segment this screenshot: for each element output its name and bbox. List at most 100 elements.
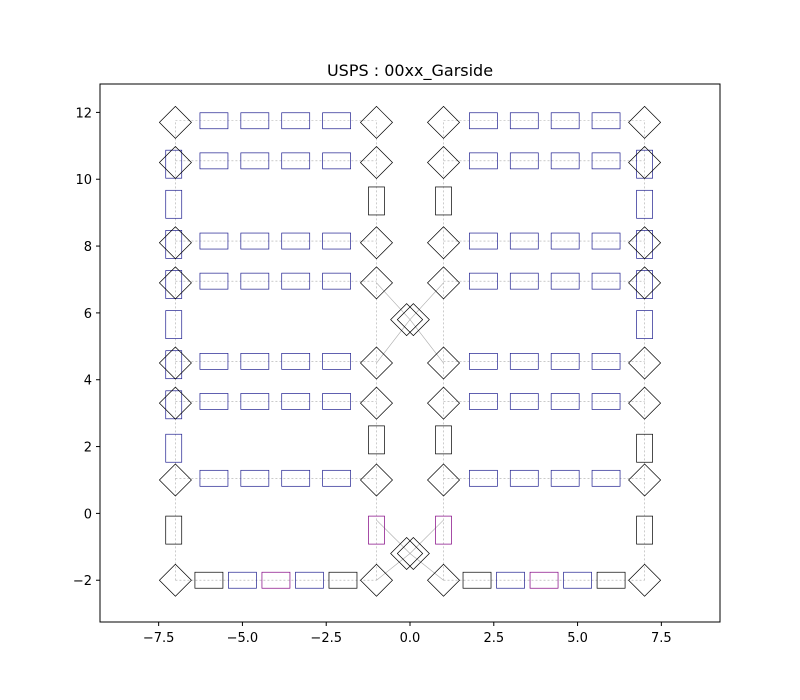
y-tick-label: 10 bbox=[75, 173, 92, 188]
diamond-mark bbox=[359, 226, 393, 260]
horizontal-rect-mark bbox=[240, 152, 270, 170]
horizontal-rect-mark bbox=[281, 469, 311, 487]
horizontal-rect-mark bbox=[281, 152, 311, 170]
horizontal-rect-mark bbox=[563, 571, 592, 589]
y-tick-label: 6 bbox=[84, 307, 92, 322]
horizontal-rect-mark bbox=[509, 469, 539, 487]
horizontal-rect-mark bbox=[550, 353, 580, 370]
horizontal-rect-mark bbox=[469, 469, 498, 487]
horizontal-rect-mark bbox=[295, 571, 324, 589]
vertical-rect-mark bbox=[165, 149, 183, 179]
edge-diagonal bbox=[376, 282, 411, 320]
horizontal-rect-mark bbox=[469, 152, 498, 170]
diamond-mark bbox=[427, 463, 461, 497]
edge-diagonal bbox=[376, 553, 411, 581]
diamond-mark bbox=[390, 537, 424, 570]
horizontal-rect-mark bbox=[322, 393, 351, 410]
horizontal-rect-mark bbox=[591, 353, 621, 370]
diamond-mark bbox=[628, 105, 662, 139]
vertical-rect-mark bbox=[435, 425, 452, 455]
horizontal-rect-mark bbox=[322, 112, 351, 130]
diamond-mark bbox=[158, 266, 192, 300]
diamond-mark bbox=[359, 386, 393, 420]
y-tick-label: 2 bbox=[84, 441, 92, 456]
horizontal-rect-mark bbox=[509, 112, 539, 130]
horizontal-rect-mark bbox=[281, 353, 311, 370]
horizontal-rect-mark bbox=[509, 272, 539, 290]
y-tick-label: 12 bbox=[75, 106, 92, 121]
vertical-rect-mark bbox=[165, 433, 183, 463]
x-tick-label: 2.5 bbox=[483, 631, 504, 646]
edge-diagonal bbox=[409, 282, 444, 320]
vertical-rect-mark bbox=[165, 230, 183, 259]
x-tick-label: −5.0 bbox=[227, 631, 259, 646]
diamond-mark bbox=[396, 537, 430, 570]
horizontal-rect-mark bbox=[509, 232, 539, 250]
vertical-rect-mark bbox=[435, 186, 452, 216]
horizontal-rect-mark bbox=[550, 469, 580, 487]
horizontal-rect-mark bbox=[469, 393, 498, 410]
y-tick-label: 0 bbox=[84, 507, 92, 522]
vertical-rect-mark bbox=[165, 189, 183, 219]
x-tick-label: 7.5 bbox=[651, 631, 672, 646]
horizontal-rect-mark bbox=[591, 469, 621, 487]
x-tick-label: 5.0 bbox=[567, 631, 588, 646]
horizontal-rect-mark bbox=[596, 571, 626, 589]
horizontal-rect-mark bbox=[199, 272, 229, 290]
horizontal-rect-mark bbox=[199, 393, 229, 410]
horizontal-rect-mark bbox=[550, 112, 580, 130]
horizontal-rect-mark bbox=[550, 393, 580, 410]
vertical-rect-mark bbox=[435, 515, 452, 545]
vertical-rect-mark bbox=[368, 425, 385, 455]
vertical-rect-mark bbox=[165, 270, 183, 299]
horizontal-rect-mark bbox=[240, 393, 270, 410]
edge-diagonal bbox=[409, 519, 444, 554]
diamond-mark bbox=[628, 386, 662, 420]
horizontal-rect-mark bbox=[509, 353, 539, 370]
chart-title: USPS : 00xx_Garside bbox=[327, 61, 493, 81]
horizontal-rect-mark bbox=[469, 272, 498, 290]
diamond-mark bbox=[427, 266, 461, 300]
horizontal-rect-mark bbox=[199, 112, 229, 130]
horizontal-rect-mark bbox=[199, 469, 229, 487]
diamond-mark bbox=[427, 563, 461, 597]
vertical-rect-mark bbox=[165, 310, 183, 339]
horizontal-rect-mark bbox=[591, 272, 621, 290]
horizontal-rect-mark bbox=[509, 393, 539, 410]
diamond-mark bbox=[427, 146, 461, 180]
horizontal-rect-mark bbox=[509, 152, 539, 170]
horizontal-rect-mark bbox=[322, 469, 351, 487]
y-tick-label: 4 bbox=[84, 374, 92, 389]
horizontal-rect-mark bbox=[281, 112, 311, 130]
diamond-mark bbox=[359, 346, 393, 380]
vertical-rect-mark bbox=[368, 515, 385, 545]
horizontal-rect-mark bbox=[194, 571, 224, 589]
horizontal-rect-mark bbox=[322, 152, 351, 170]
horizontal-rect-mark bbox=[591, 393, 621, 410]
horizontal-rect-mark bbox=[199, 152, 229, 170]
horizontal-rect-mark bbox=[281, 393, 311, 410]
diamond-mark bbox=[359, 105, 393, 139]
diamond-mark bbox=[158, 463, 192, 497]
diamond-mark bbox=[158, 346, 192, 380]
horizontal-rect-mark bbox=[529, 571, 559, 589]
y-tick-label: 8 bbox=[84, 240, 92, 255]
horizontal-rect-mark bbox=[496, 571, 525, 589]
x-tick-label: −7.5 bbox=[143, 631, 175, 646]
y-axis: −2 0 2 4 6 8 10 12 bbox=[73, 106, 100, 589]
horizontal-rect-mark bbox=[261, 571, 291, 589]
horizontal-rect-mark bbox=[591, 232, 621, 250]
diamond-mark bbox=[427, 105, 461, 139]
horizontal-rect-mark bbox=[591, 112, 621, 130]
vertical-rect-mark bbox=[165, 515, 183, 545]
x-axis: −7.5 −5.0 −2.5 0.0 2.5 5.0 7.5 bbox=[143, 622, 672, 646]
diamond-mark bbox=[427, 386, 461, 420]
horizontal-rect-mark bbox=[281, 232, 311, 250]
horizontal-rect-mark bbox=[550, 152, 580, 170]
horizontal-rect-mark bbox=[322, 353, 351, 370]
diamond-mark bbox=[158, 563, 192, 597]
diamond-mark bbox=[628, 146, 662, 180]
vertical-rect-mark bbox=[636, 310, 653, 339]
vertical-rect-mark bbox=[636, 515, 653, 545]
